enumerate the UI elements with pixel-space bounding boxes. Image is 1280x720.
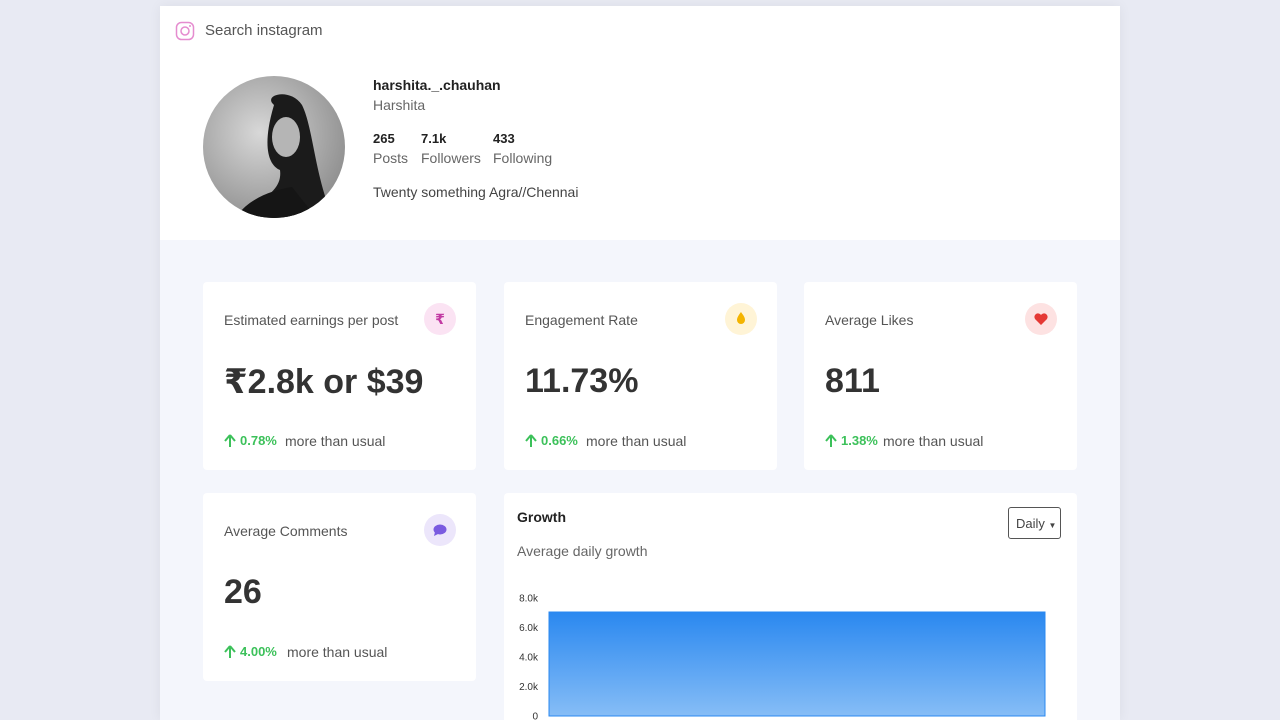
- card-change: 1.38%: [841, 433, 878, 448]
- period-dropdown[interactable]: Daily ▼: [1008, 507, 1061, 539]
- y-tick-label: 8.0k: [519, 594, 539, 605]
- stat-value: 7.1k: [421, 131, 447, 146]
- profile-header: Search instagram harshita._.chauhan Hars…: [160, 6, 1120, 240]
- growth-card: Growth Average daily growth Daily ▼ 0 2.0…: [504, 493, 1077, 720]
- card-value: 811: [825, 362, 880, 400]
- card-title: Average Comments: [224, 523, 348, 539]
- card-change: 0.66%: [541, 433, 578, 448]
- stat-label: Followers: [421, 150, 481, 166]
- stat-label: Following: [493, 150, 553, 166]
- card-suffix: more than usual: [287, 644, 388, 660]
- instagram-icon: [175, 21, 195, 41]
- caret: ▼: [1048, 521, 1057, 530]
- up-arrow: [525, 434, 537, 447]
- y-tick-label: 2.0k: [519, 682, 539, 693]
- full-name: Harshita: [373, 97, 426, 113]
- username: harshita._.chauhan: [373, 77, 501, 93]
- growth-chart: 0 2.0k 4.0k 6.0k 8.0k: [519, 594, 1046, 720]
- up-arrow: [224, 434, 236, 447]
- search-input[interactable]: Search instagram: [205, 22, 323, 39]
- dropdown-label[interactable]: Daily: [1016, 516, 1045, 531]
- metric-card: Average Comments 26 4.00% more than usua…: [203, 493, 476, 681]
- card-suffix: more than usual: [586, 433, 687, 449]
- app: Search instagram harshita._.chauhan Hars…: [160, 6, 1120, 720]
- up-arrow: [224, 645, 236, 658]
- card-value: 26: [224, 573, 262, 611]
- up-arrow: [825, 434, 837, 447]
- growth-title: Growth: [517, 509, 566, 525]
- card-icon: [725, 303, 757, 335]
- metric-card: Engagement Rate 11.73% 0.66% more than u…: [504, 282, 777, 470]
- metric-card: Average Likes 811 1.38% more than usual: [804, 282, 1077, 470]
- card-value: ₹2.8k or $39: [224, 363, 424, 401]
- card-title: Estimated earnings per post: [224, 312, 399, 328]
- card-icon: ₹: [424, 303, 456, 335]
- card-change: 4.00%: [240, 644, 277, 659]
- card-change: 0.78%: [240, 433, 277, 448]
- avatar: [203, 76, 345, 218]
- stat-value: 433: [493, 131, 515, 146]
- card-title: Engagement Rate: [525, 312, 638, 328]
- y-tick-label: 0: [532, 712, 538, 720]
- growth-subtitle: Average daily growth: [517, 543, 648, 559]
- svg-text:₹: ₹: [435, 311, 445, 327]
- stat-label: Posts: [373, 150, 409, 166]
- card-icon: [1025, 303, 1057, 335]
- bio: Twenty something Agra//Chennai: [373, 184, 579, 200]
- y-tick-label: 4.0k: [519, 653, 539, 664]
- card-title: Average Likes: [825, 312, 914, 328]
- card-icon: [424, 514, 456, 546]
- card-suffix: more than usual: [883, 433, 984, 449]
- stat-value: 265: [373, 131, 395, 146]
- area: [548, 611, 1046, 717]
- y-tick-label: 6.0k: [519, 623, 539, 634]
- metric-card: Estimated earnings per post ₹ ₹2.8k or $…: [203, 282, 476, 470]
- card-value: 11.73%: [525, 362, 639, 400]
- card-suffix: more than usual: [285, 433, 386, 449]
